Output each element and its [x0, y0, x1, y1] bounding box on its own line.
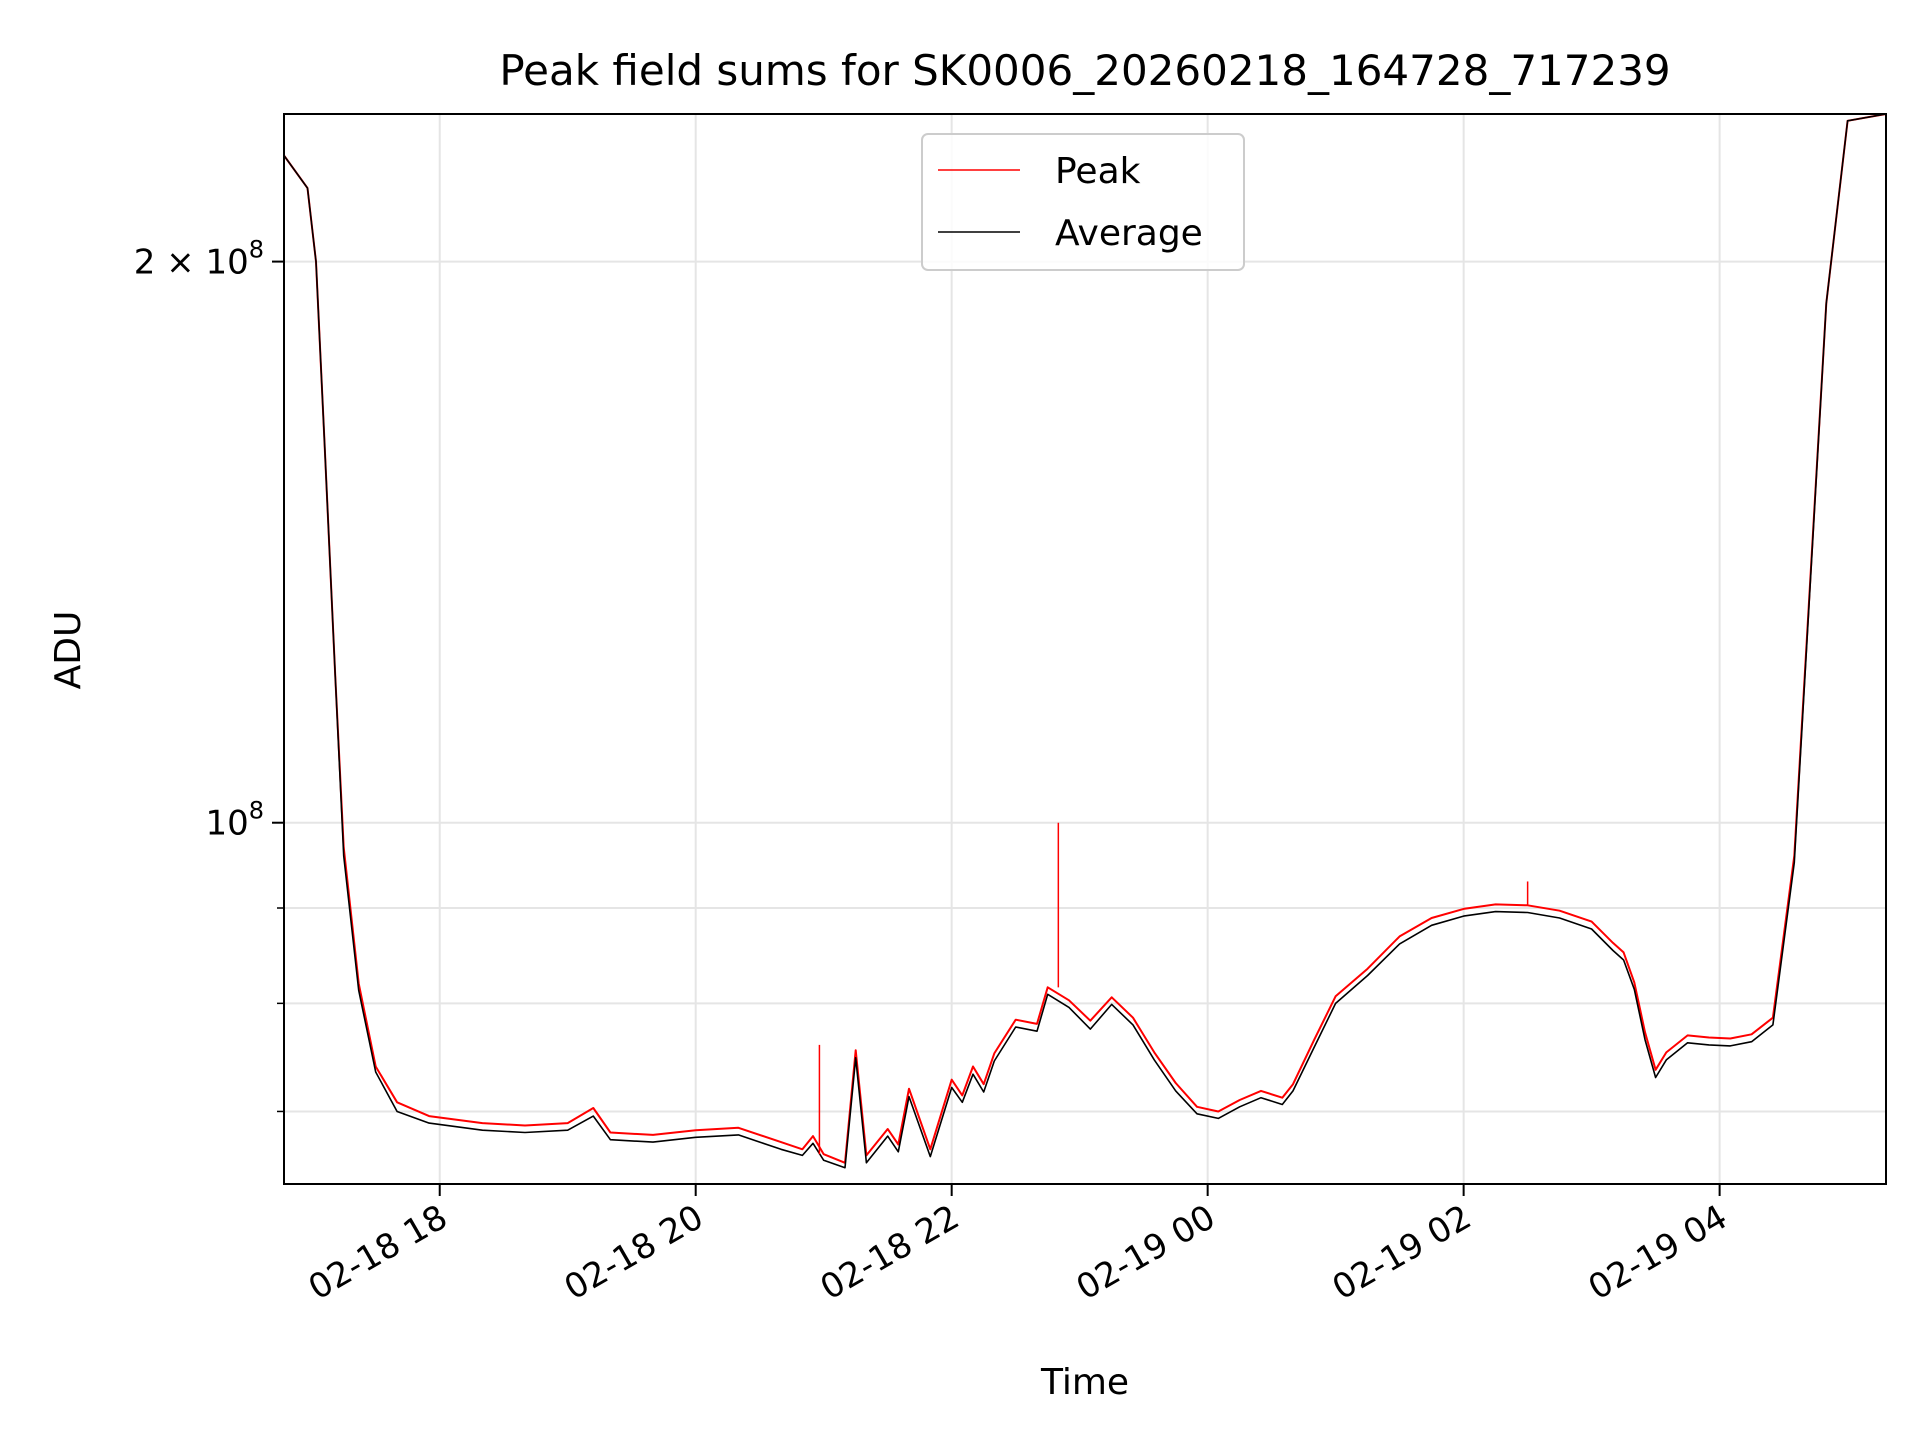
axes-frame	[283, 113, 1887, 1185]
legend-label-peak: Peak	[1055, 151, 1141, 192]
gridlines	[284, 114, 1886, 1184]
chart-title: Peak field sums for SK0006_20260218_1647…	[499, 46, 1670, 95]
y-axis-label: ADU	[48, 611, 89, 690]
x-axis-label: Time	[1040, 1362, 1129, 1403]
legend-box	[921, 133, 1245, 271]
legend-label-average: Average	[1055, 213, 1203, 254]
y-tick-label: 108	[205, 797, 264, 844]
y-axis-ticks: 2 × 108 108	[134, 236, 284, 1113]
series-line-average	[283, 113, 1887, 1169]
y-tick-label: 2 × 108	[134, 236, 264, 283]
series-line-peak	[283, 113, 1887, 1164]
legend: Peak Average	[921, 133, 1245, 271]
plot-area	[283, 113, 1887, 1169]
